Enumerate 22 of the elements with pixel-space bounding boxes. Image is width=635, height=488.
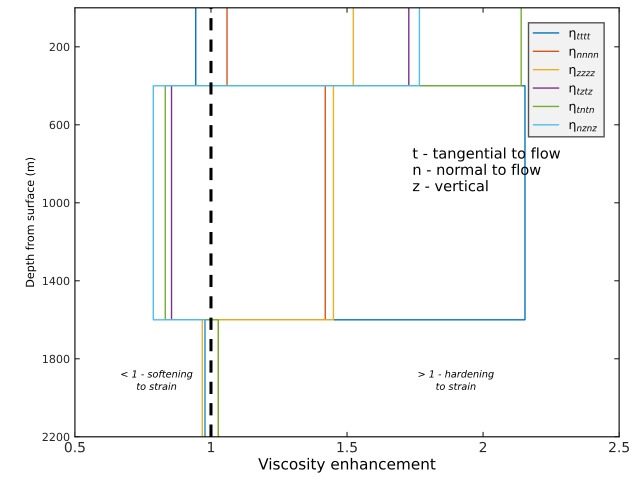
x-tick-label: 2.5 — [609, 442, 629, 452]
y-tick-label: 1800 — [43, 354, 70, 364]
x-tick-label: 1.5 — [338, 442, 357, 452]
line-series — [202, 8, 354, 437]
y-tick-label: 200 — [50, 42, 70, 52]
x-axis-title: Viscosity enhancement — [258, 458, 436, 473]
y-tick-label: 2200 — [42, 432, 70, 442]
legend-label: η$_{tntn}$ — [570, 104, 594, 114]
x-tick-label: 0.5 — [64, 442, 85, 452]
x-tick-label: 1 — [208, 442, 214, 452]
annotation: > 1 - hardening to strain — [418, 370, 494, 390]
annotation: < 1 - softening to strain — [121, 370, 192, 390]
legend-label: η$_{tttt}$ — [570, 30, 591, 40]
legend-label: η$_{nznz}$ — [570, 122, 597, 132]
legend-label: η$_{tztz}$ — [570, 85, 593, 96]
y-tick-label: 1000 — [43, 198, 70, 208]
legend-label: η$_{zzzz}$ — [570, 67, 596, 77]
legend-label: η$_{nnnn}$ — [570, 48, 598, 58]
y-axis-title: Depth from surface (m) — [25, 158, 36, 287]
x-tick-label: 2 — [480, 442, 486, 452]
y-tick-label: 1400 — [43, 276, 70, 286]
y-tick-label: 600 — [50, 120, 70, 130]
